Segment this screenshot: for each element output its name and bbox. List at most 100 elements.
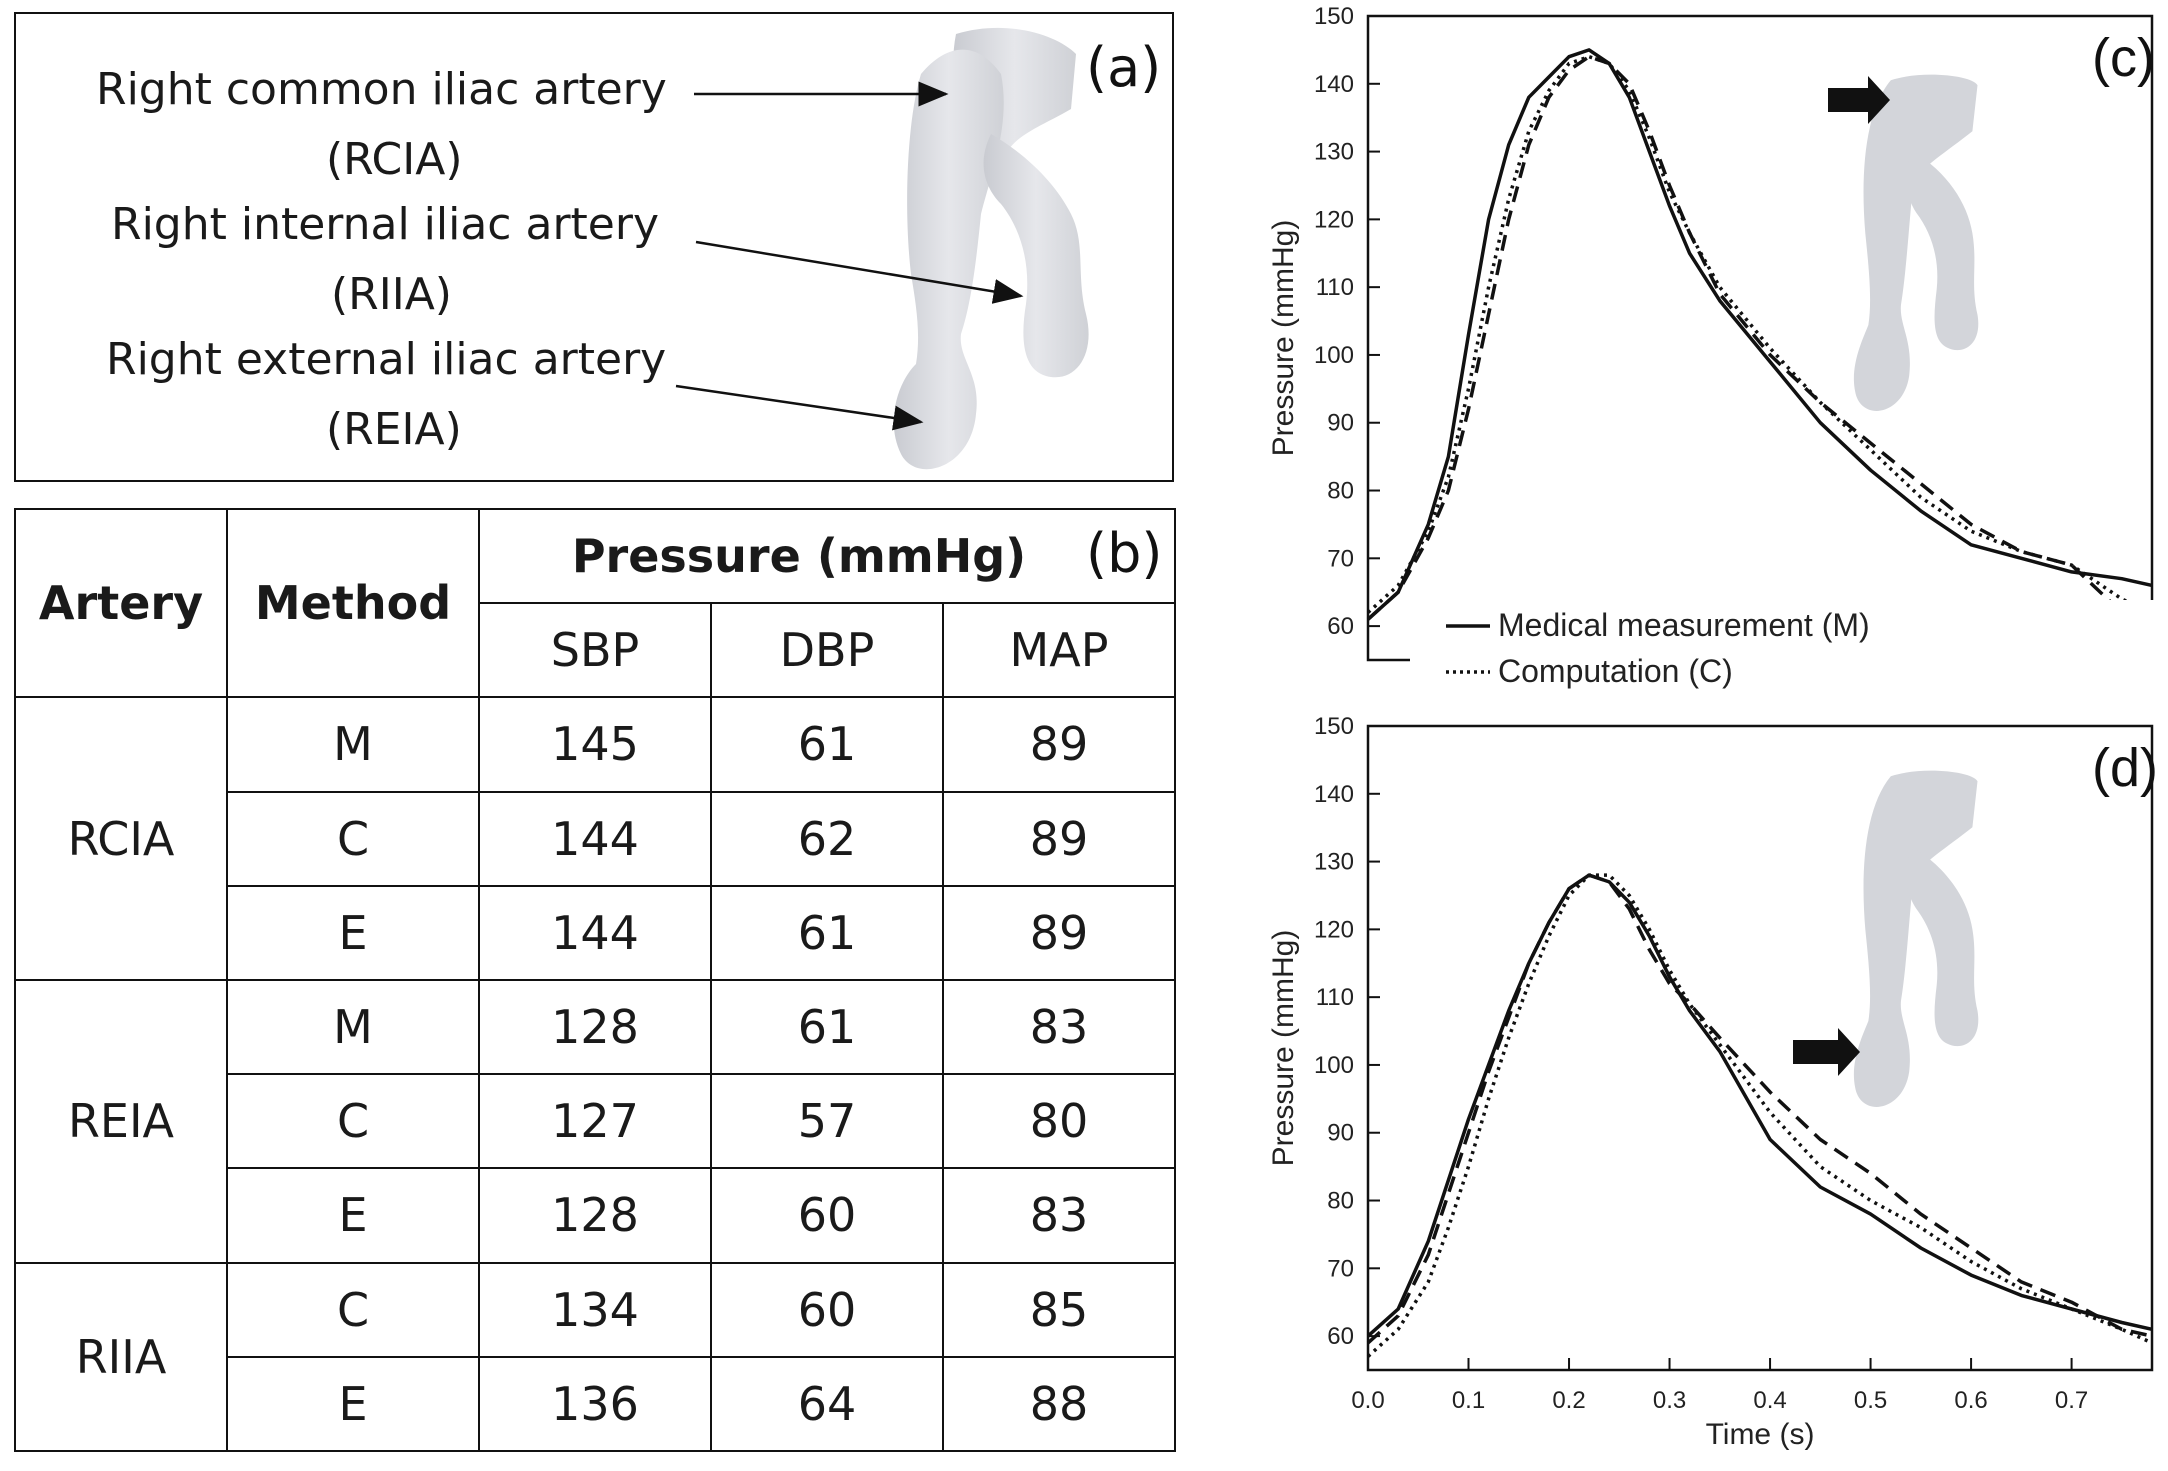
rcia-abbr: (RCIA) xyxy=(326,134,463,185)
reia-vessel-shape xyxy=(893,49,1004,470)
sbp-cell: 145 xyxy=(478,696,712,793)
method-cell: C xyxy=(226,1261,480,1358)
dbp-column-header: DBP xyxy=(710,602,944,699)
method-cell: C xyxy=(226,1073,480,1170)
panel-a-artery-diagram: Right common iliac artery (RCIA) Right i… xyxy=(14,12,1174,482)
y-axis-label: Pressure (mmHg) xyxy=(1267,220,1300,457)
artery-inset-icon xyxy=(1853,74,1979,411)
y-tick-label: 150 xyxy=(1314,713,1354,740)
pressure-group-header: Pressure (mmHg) xyxy=(477,507,1177,605)
method-cell: M xyxy=(226,978,480,1076)
inset-branch-shape xyxy=(1906,847,1979,1047)
y-tick-label: 150 xyxy=(1314,3,1354,30)
panel-b-pressure-table: Artery Method Pressure (mmHg) SBP DBP MA… xyxy=(14,507,1177,1453)
x-tick-label: 0.0 xyxy=(1351,1387,1384,1414)
artery-cell: RIIA xyxy=(14,1261,228,1452)
inlet-arrow-icon xyxy=(1828,76,1890,124)
y-tick-label: 80 xyxy=(1327,1188,1354,1215)
map-cell: 88 xyxy=(941,1355,1177,1453)
sbp-cell: 144 xyxy=(478,790,712,887)
riia-vessel-shape xyxy=(983,134,1089,378)
sbp-cell: 134 xyxy=(478,1261,712,1358)
pressure-table: Artery Method Pressure (mmHg) SBP DBP MA… xyxy=(14,507,1177,1453)
map-cell: 89 xyxy=(941,884,1177,981)
table-row: RCIA M 145 61 89 xyxy=(14,696,1177,981)
table-subheader-row: SBP DBP MAP xyxy=(15,602,1177,699)
series-line-dashed xyxy=(1366,54,2153,628)
method-cell: E xyxy=(226,1167,480,1264)
method-cell: C xyxy=(226,790,480,887)
map-cell: 83 xyxy=(941,1167,1177,1264)
panel-c-chart: 60 70 80 90 100 110 120 130 140 150 Pressure (mmHg… xyxy=(1200,0,2168,735)
y-axis-label: Pressure (mmHg) xyxy=(1267,930,1300,1167)
method-cell: E xyxy=(226,884,480,981)
panel-tag: (d) xyxy=(2092,738,2158,798)
dbp-cell: 61 xyxy=(710,884,944,981)
inset-trunk-shape xyxy=(1853,770,1978,1107)
series-line-dashed xyxy=(1366,873,2153,1345)
riia-label: Right internal iliac artery xyxy=(111,199,659,250)
y-tick-label: 130 xyxy=(1314,849,1354,876)
sbp-cell: 136 xyxy=(478,1355,712,1453)
y-tick-label: 80 xyxy=(1327,478,1354,505)
map-cell: 85 xyxy=(941,1261,1177,1358)
reia-label: Right external iliac artery xyxy=(106,334,667,385)
method-column-header: Method xyxy=(226,507,480,699)
y-tick-label: 100 xyxy=(1314,1052,1354,1079)
riia-abbr: (RIIA) xyxy=(331,269,452,320)
dbp-cell: 61 xyxy=(710,978,944,1076)
riia-pointer-arrow xyxy=(695,240,1024,304)
map-cell: 89 xyxy=(941,790,1177,887)
outlet-arrow-icon xyxy=(1793,1028,1860,1076)
y-tick-label: 90 xyxy=(1327,1120,1354,1147)
x-tick-label: 0.4 xyxy=(1753,1387,1786,1414)
sbp-cell: 127 xyxy=(478,1073,712,1170)
y-tick-label: 120 xyxy=(1314,206,1354,233)
y-tick-label: 70 xyxy=(1327,545,1354,572)
pressure-header-text: Pressure (mmHg) xyxy=(571,529,1027,584)
y-tick-label: 110 xyxy=(1316,984,1354,1011)
x-tick-label: 0.5 xyxy=(1854,1387,1887,1414)
series-line-solid xyxy=(1366,48,2153,621)
panel-d-chart-svg: 60 70 80 90 100 110 120 130 140 150 0.0 0.1 0.2 0.3 0.… xyxy=(1267,713,2158,1451)
y-tick-label: 140 xyxy=(1314,781,1354,808)
dbp-cell: 60 xyxy=(710,1261,944,1358)
dbp-cell: 57 xyxy=(710,1073,944,1170)
artery-cell: REIA xyxy=(14,978,228,1264)
legend-background xyxy=(1410,600,2168,700)
legend-label: Medical measurement (M) xyxy=(1498,607,1870,643)
y-tick-label: 110 xyxy=(1316,274,1354,301)
x-tick-label: 0.1 xyxy=(1452,1387,1485,1414)
panel-tag: (c) xyxy=(2092,28,2155,88)
table-row: RIIA C 134 60 85 xyxy=(14,1261,1177,1452)
dbp-cell: 60 xyxy=(710,1167,944,1264)
table-row: E 144 61 89 xyxy=(15,884,1177,981)
rcia-label: Right common iliac artery xyxy=(96,64,667,115)
map-cell: 80 xyxy=(941,1073,1177,1170)
y-tick-label: 100 xyxy=(1314,342,1354,369)
series-line-dotted xyxy=(1366,54,2153,615)
y-tick-label: 120 xyxy=(1314,916,1354,943)
panel-a-tag: (a) xyxy=(1086,36,1162,99)
artery-illustration xyxy=(675,27,1089,470)
artery-inset-icon xyxy=(1853,770,1979,1107)
y-tick-label: 140 xyxy=(1314,71,1354,98)
y-tick-label: 70 xyxy=(1327,1255,1354,1282)
sbp-cell: 128 xyxy=(478,1167,712,1264)
x-tick-label: 0.6 xyxy=(1954,1387,1987,1414)
y-tick-label: 60 xyxy=(1327,1323,1354,1350)
legend-label: Computation (C) xyxy=(1498,653,1733,689)
method-cell: M xyxy=(226,696,480,793)
dbp-cell: 62 xyxy=(710,790,944,887)
table-row: C 127 57 80 xyxy=(15,1073,1177,1170)
table-header-row: Artery Method Pressure (mmHg) xyxy=(14,507,1177,699)
inset-branch-shape xyxy=(1906,151,1979,351)
series-line-dotted xyxy=(1366,873,2153,1358)
map-cell: 89 xyxy=(941,696,1177,793)
reia-pointer-arrow xyxy=(675,384,924,431)
map-cell: 83 xyxy=(941,978,1177,1076)
dbp-cell: 64 xyxy=(710,1355,944,1453)
artery-cell: RCIA xyxy=(14,696,228,981)
table-row: E 128 60 83 xyxy=(15,1167,1177,1264)
x-axis-label: Time (s) xyxy=(1706,1418,1815,1451)
